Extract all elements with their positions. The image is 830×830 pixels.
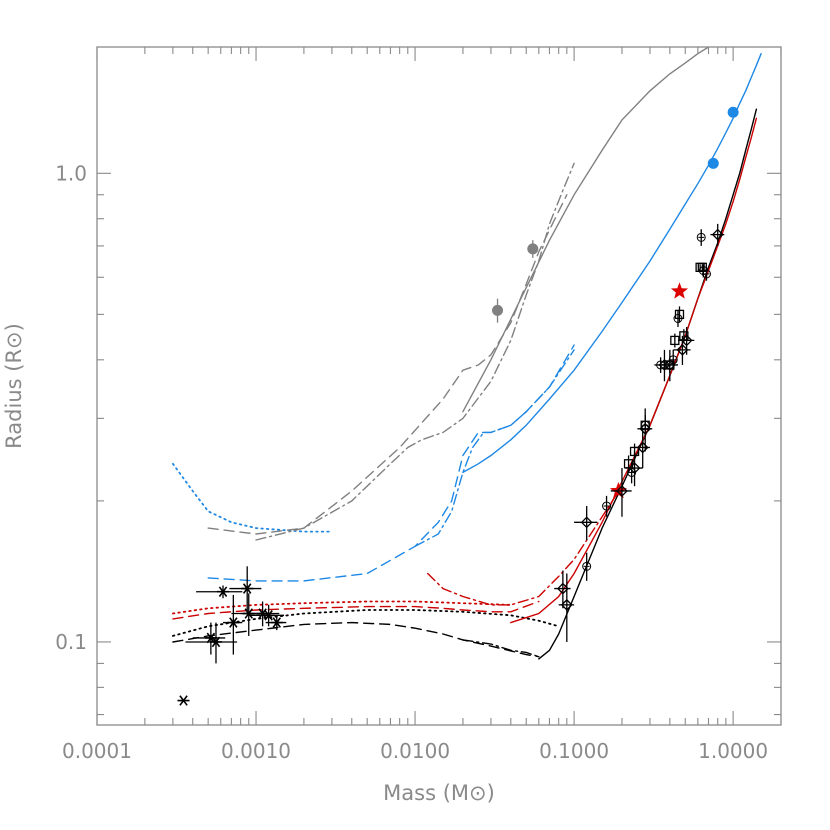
x-tick-label: 0.0001 [62, 739, 132, 763]
blue-filled-circles-point [727, 106, 739, 118]
labels-layer: 0.0001 0.0010 0.0100 0.1000 1.0000 0.1 1.0 [55, 161, 768, 763]
y-tick-label: 1.0 [55, 161, 87, 185]
series-line-10 [207, 344, 575, 582]
diamonds-point [554, 570, 571, 609]
series-line-9 [414, 349, 575, 547]
open-circles-point [602, 495, 612, 517]
asterisks-point [265, 615, 287, 631]
series-line-8 [462, 53, 762, 474]
gray-filled-circles-point [527, 240, 539, 258]
diamonds-point [610, 468, 632, 517]
x-tick-label: 0.0010 [221, 739, 291, 763]
open-circles-point [656, 357, 666, 373]
open-circles-point [627, 462, 637, 484]
x-axis-label: Mass (M⊙) [383, 781, 495, 805]
squares-point [665, 357, 675, 373]
series-line-11 [172, 462, 333, 533]
series-line-13 [255, 162, 575, 541]
x-tick-label: 1.0000 [698, 739, 768, 763]
series-line-5 [427, 485, 623, 606]
series-line-12 [462, 47, 710, 413]
gray-filled-circles-point [492, 298, 504, 323]
series-line-4 [510, 117, 758, 624]
diamonds-point [710, 223, 725, 246]
diamonds-point [558, 573, 575, 642]
series-line-7 [172, 600, 512, 615]
asterisks-point [196, 585, 243, 599]
y-axis-label: Radius (R⊙) [2, 323, 26, 449]
series-layer [172, 47, 762, 660]
asterisks-point [177, 695, 190, 706]
blue-filled-circles-point [707, 157, 719, 169]
asterisks-point [240, 601, 280, 627]
x-tick-label: 0.1000 [539, 739, 609, 763]
squares-point [629, 443, 640, 460]
diamonds-point [677, 326, 695, 355]
series-line-6 [172, 600, 540, 620]
red-stars-point [670, 282, 689, 299]
open-circles-point [696, 229, 706, 246]
asterisks-point [185, 622, 238, 664]
squares-point [670, 333, 680, 348]
x-tick-label: 0.0100 [380, 739, 450, 763]
open-circles-point [582, 552, 592, 581]
squares-point [697, 262, 707, 272]
points-layer [177, 106, 739, 706]
plot-frame [96, 46, 782, 726]
series-line-2 [172, 621, 540, 658]
series-line-14 [207, 194, 568, 535]
asterisks-point [223, 594, 243, 655]
diamonds-point [634, 428, 650, 469]
y-tick-label: 0.1 [55, 630, 87, 654]
squares-point [640, 417, 650, 434]
asterisks-point [229, 566, 262, 614]
ticks-layer [96, 47, 782, 725]
squares-point [679, 329, 689, 343]
asterisks-point [248, 604, 285, 627]
asterisks-point [192, 622, 226, 655]
squares-point [674, 306, 685, 323]
diamonds-point [574, 506, 598, 541]
squares-point [623, 455, 634, 473]
